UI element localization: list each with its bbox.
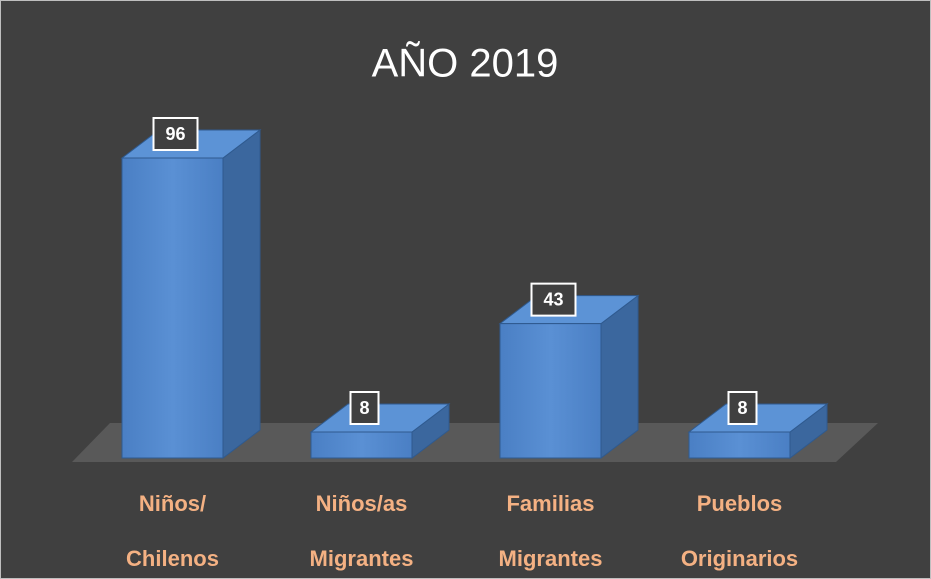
x-tick-label: Pueblos (697, 491, 783, 516)
x-tick-label: Migrantes (499, 546, 603, 571)
data-label-box (349, 391, 380, 425)
bar (121, 157, 224, 459)
data-label: 8 (737, 398, 747, 418)
data-label: 43 (543, 289, 563, 309)
x-tick-label: Niños/as (316, 491, 408, 516)
bar (688, 431, 791, 459)
data-label: 8 (359, 398, 369, 418)
x-tick-label: Chilenos (126, 546, 219, 571)
data-label-box (727, 391, 758, 425)
data-label-box (152, 117, 199, 151)
data-label-box (530, 282, 577, 317)
data-label: 96 (165, 124, 185, 144)
bar-side (222, 128, 261, 460)
chart-title: AÑO 2019 (372, 41, 559, 86)
x-tick-label: Originarios (681, 546, 798, 571)
x-tick-label: Migrantes (310, 546, 414, 571)
bar (499, 323, 602, 459)
floor (72, 423, 878, 462)
bar (310, 431, 413, 459)
x-tick-label: Niños/ (139, 491, 206, 516)
x-tick-label: Familias (506, 491, 594, 516)
